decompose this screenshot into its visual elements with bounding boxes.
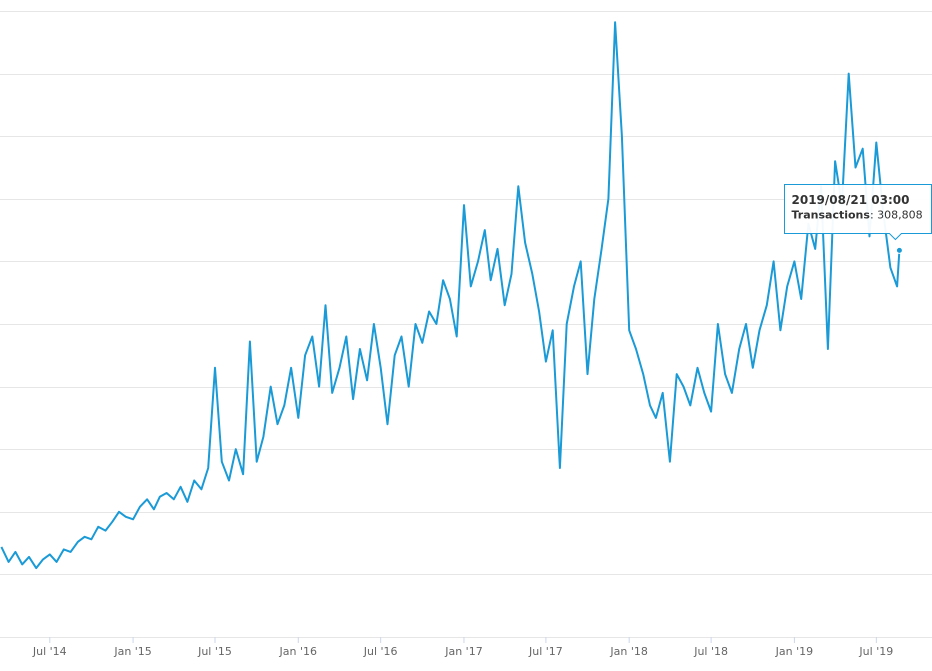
x-tick-label: Jul '17 — [528, 645, 563, 658]
x-tick-label: Jul '19 — [858, 645, 893, 658]
x-tick-label: Jan '15 — [113, 645, 151, 658]
tooltip-date: 2019/08/21 03:00 — [792, 193, 910, 207]
tooltip-body: Transactions: 308,808 — [792, 209, 923, 222]
tooltip: 2019/08/21 03:00 Transactions: 308,808 — [784, 184, 932, 241]
tooltip-series: Transactions — [792, 209, 871, 222]
series-line — [0, 21, 901, 570]
tooltip-marker — [895, 246, 903, 254]
tooltip-sep: : — [870, 209, 877, 222]
x-tick-label: Jul '14 — [32, 645, 67, 658]
x-tick-label: Jul '15 — [197, 645, 232, 658]
x-tick-label: Jan '19 — [775, 645, 813, 658]
x-tick-label: Jul '18 — [693, 645, 728, 658]
grid: Jul '14 Jan '15 Jul '15 Jan '16 Jul '16 Jan '… — [0, 11, 932, 658]
x-tick-label: Jan '16 — [279, 645, 317, 658]
x-tick-label: Jan '18 — [609, 645, 647, 658]
plot-area — [0, 21, 903, 570]
x-tick-label: Jan '17 — [444, 645, 482, 658]
tooltip-value: 308,808 — [877, 209, 923, 222]
x-tick-label: Jul '16 — [363, 645, 398, 658]
